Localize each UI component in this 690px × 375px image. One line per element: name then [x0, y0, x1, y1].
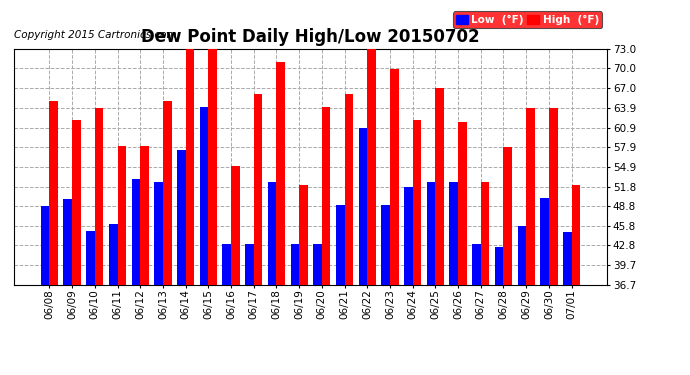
Bar	[549, 108, 558, 285]
Bar	[458, 122, 466, 285]
Bar	[299, 185, 308, 285]
Bar	[140, 146, 149, 285]
Bar	[199, 107, 208, 285]
Title: Dew Point Daily High/Low 20150702: Dew Point Daily High/Low 20150702	[141, 28, 480, 46]
Bar	[472, 244, 481, 285]
Bar	[186, 49, 195, 285]
Bar	[231, 166, 239, 285]
Bar	[390, 69, 399, 285]
Bar	[117, 146, 126, 285]
Bar	[504, 147, 512, 285]
Bar	[344, 94, 353, 285]
Bar	[132, 179, 140, 285]
Bar	[518, 226, 526, 285]
Bar	[563, 232, 571, 285]
Bar	[449, 182, 458, 285]
Bar	[50, 101, 58, 285]
Bar	[367, 49, 376, 285]
Bar	[435, 88, 444, 285]
Bar	[63, 199, 72, 285]
Bar	[245, 244, 254, 285]
Bar	[481, 182, 489, 285]
Bar	[526, 108, 535, 285]
Bar	[163, 101, 172, 285]
Bar	[277, 62, 285, 285]
Legend: Low  (°F), High  (°F): Low (°F), High (°F)	[453, 11, 602, 28]
Text: Copyright 2015 Cartronics.com: Copyright 2015 Cartronics.com	[14, 30, 177, 40]
Bar	[222, 244, 231, 285]
Bar	[155, 182, 163, 285]
Bar	[95, 108, 103, 285]
Bar	[41, 206, 50, 285]
Bar	[208, 49, 217, 285]
Bar	[404, 187, 413, 285]
Bar	[359, 128, 367, 285]
Bar	[426, 182, 435, 285]
Bar	[413, 120, 422, 285]
Bar	[540, 198, 549, 285]
Bar	[72, 120, 81, 285]
Bar	[177, 150, 186, 285]
Bar	[336, 205, 344, 285]
Bar	[254, 94, 262, 285]
Bar	[382, 205, 390, 285]
Bar	[571, 185, 580, 285]
Bar	[290, 244, 299, 285]
Bar	[268, 182, 277, 285]
Bar	[313, 244, 322, 285]
Bar	[495, 247, 504, 285]
Bar	[86, 231, 95, 285]
Bar	[109, 225, 117, 285]
Bar	[322, 107, 331, 285]
